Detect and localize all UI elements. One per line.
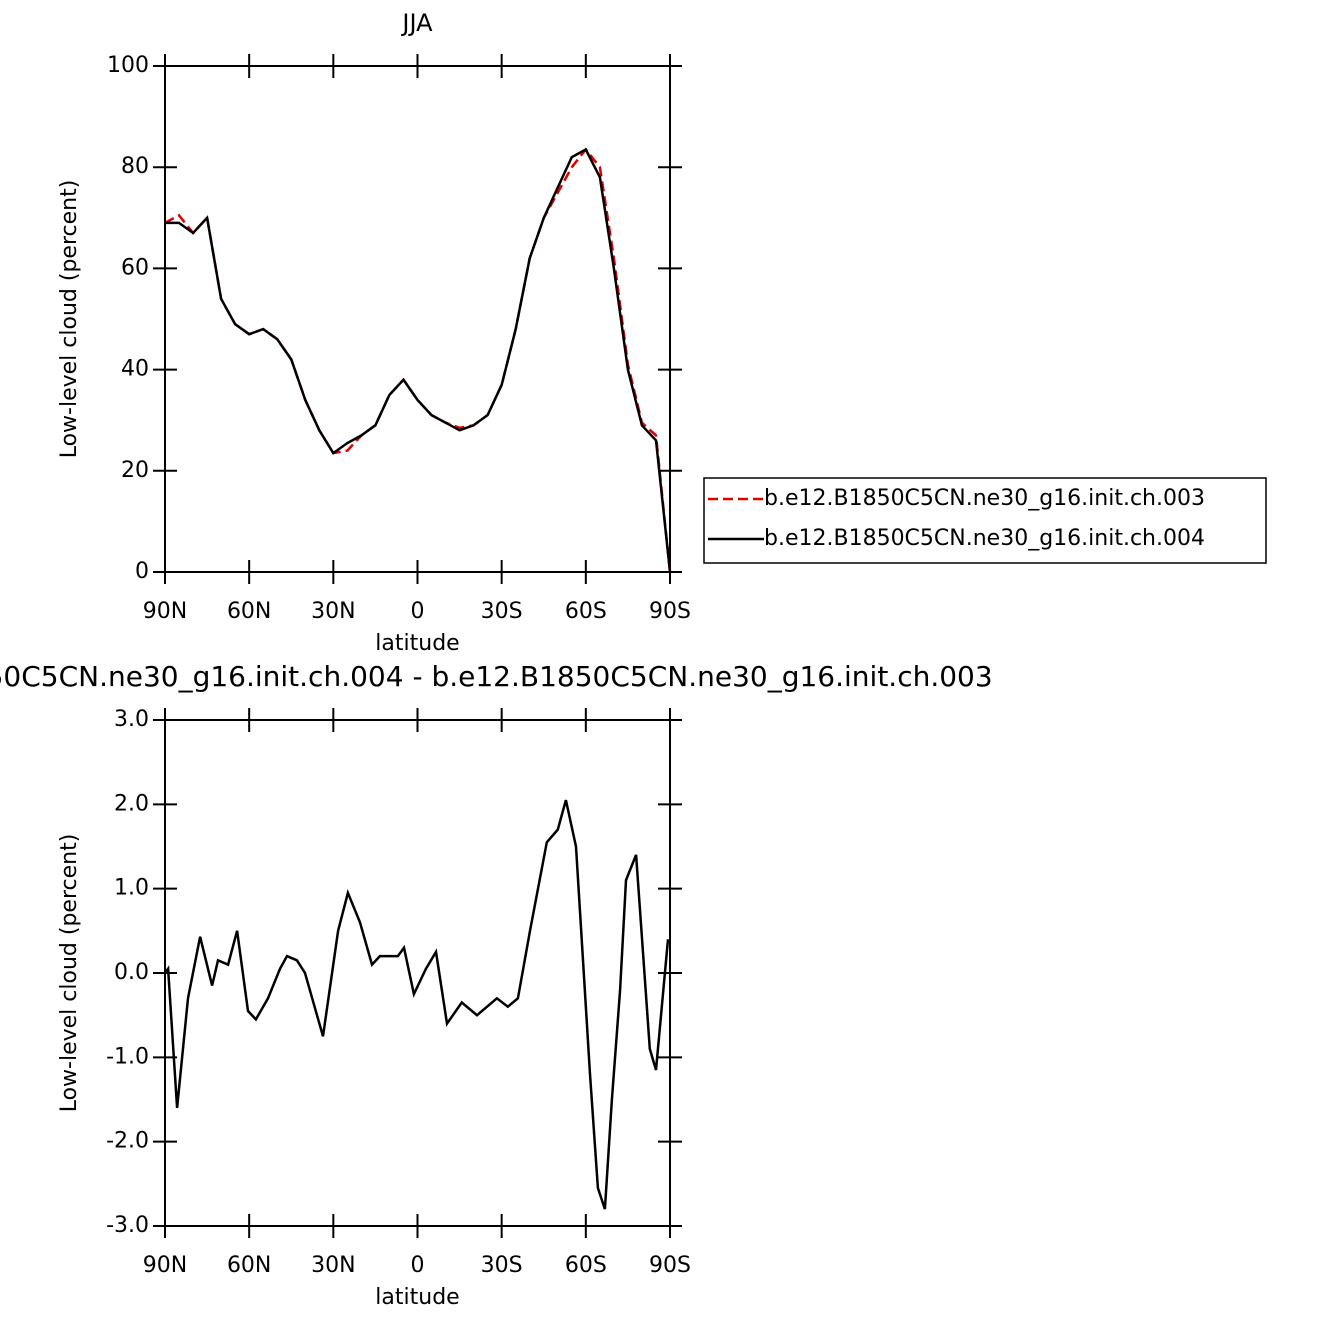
y-tick-label: 20: [121, 458, 149, 483]
x-axis-label: latitude: [375, 631, 459, 656]
y-tick-label: 100: [107, 53, 149, 78]
data-line: [165, 147, 672, 573]
legend-box: [703, 477, 1267, 564]
y-axis-label: Low-level cloud (percent): [57, 180, 82, 459]
y-tick-label: 1.0: [114, 876, 149, 901]
data-line: [164, 147, 672, 573]
x-tick-label: 90N: [143, 1253, 187, 1278]
y-tick-label: 2.0: [114, 791, 149, 816]
x-tick-label: 30S: [481, 1253, 523, 1278]
chart-title: JJA: [400, 9, 433, 37]
y-tick-label: 80: [121, 154, 149, 179]
data-line: [163, 799, 670, 1210]
y-tick-label: 60: [121, 255, 149, 280]
plot-frame: [164, 65, 671, 573]
x-tick-label: 0: [411, 1253, 425, 1278]
y-axis-label: Low-level cloud (percent): [57, 834, 82, 1113]
x-tick-label: 90N: [143, 599, 187, 624]
y-tick-label: -2.0: [106, 1129, 149, 1154]
y-tick-label: -1.0: [106, 1044, 149, 1069]
x-tick-label: 90S: [649, 599, 691, 624]
chart-title: b.e12.B1850C5CN.ne30_g16.init.ch.004 - b…: [0, 660, 993, 693]
y-tick-label: 3.0: [114, 707, 149, 732]
x-tick-label: 60S: [565, 1253, 607, 1278]
x-tick-label: 60N: [227, 599, 271, 624]
x-tick-label: 90S: [649, 1253, 691, 1278]
y-tick-label: -3.0: [106, 1213, 149, 1238]
legend-label: b.e12.B1850C5CN.ne30_g16.init.ch.003: [764, 486, 1205, 511]
x-tick-label: 60S: [565, 599, 607, 624]
legend-label: b.e12.B1850C5CN.ne30_g16.init.ch.004: [764, 526, 1205, 551]
x-tick-label: 30N: [311, 1253, 355, 1278]
y-tick-label: 0.0: [114, 960, 149, 985]
y-tick-label: 40: [121, 357, 149, 382]
x-tick-label: 0: [411, 599, 425, 624]
x-axis-label: latitude: [375, 1285, 459, 1310]
y-tick-label: 0: [135, 559, 149, 584]
x-tick-label: 60N: [227, 1253, 271, 1278]
x-tick-label: 30S: [481, 599, 523, 624]
x-tick-label: 30N: [311, 599, 355, 624]
